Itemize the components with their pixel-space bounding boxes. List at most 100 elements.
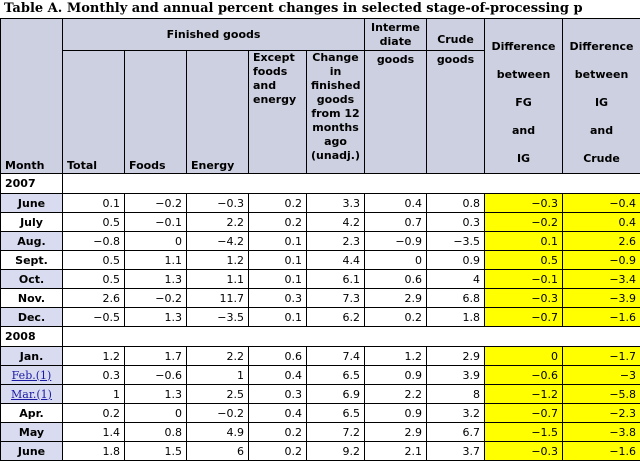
- total-cell: −0.5: [63, 308, 125, 327]
- crude-goods-cell: 4: [427, 270, 485, 289]
- month-cell[interactable]: Feb.(1): [1, 366, 63, 385]
- total-cell: 0.5: [63, 251, 125, 270]
- except-foods-energy-cell: 0.3: [249, 385, 307, 404]
- diff-ig-crude-cell: −0.9: [563, 251, 640, 270]
- diff-ig-crude-cell: −0.4: [563, 194, 640, 213]
- energy-cell: 4.9: [187, 423, 249, 442]
- total-cell: 0.1: [63, 194, 125, 213]
- diff-ig-crude-cell: 2.6: [563, 232, 640, 251]
- header-energy: Energy: [187, 51, 249, 174]
- intermediate-goods-cell: −0.9: [365, 232, 427, 251]
- header-diff-ig-crude-line: IG: [567, 89, 636, 117]
- intermediate-goods-cell: 2.1: [365, 442, 427, 461]
- header-finished-goods: Finished goods: [63, 19, 365, 51]
- month-cell: Sept.: [1, 251, 63, 270]
- month-cell[interactable]: Mar.(1): [1, 385, 63, 404]
- header-month: Month: [1, 19, 63, 174]
- diff-ig-crude-cell: −1.7: [563, 347, 640, 366]
- diff-ig-crude-cell: −1.6: [563, 442, 640, 461]
- intermediate-goods-cell: 1.2: [365, 347, 427, 366]
- month-cell: Jan.: [1, 347, 63, 366]
- foods-cell: −0.2: [125, 289, 187, 308]
- except-foods-energy-cell: 0.2: [249, 213, 307, 232]
- energy-cell: 11.7: [187, 289, 249, 308]
- diff-fg-ig-cell: −0.7: [485, 308, 563, 327]
- year-row: 2008: [1, 327, 640, 347]
- foods-cell: −0.2: [125, 194, 187, 213]
- except-foods-energy-cell: 0.1: [249, 232, 307, 251]
- percent-change-table: Month Finished goods Interme diate Crude…: [0, 18, 640, 461]
- diff-fg-ig-cell: −1.2: [485, 385, 563, 404]
- crude-goods-cell: 2.9: [427, 347, 485, 366]
- change-12-months-cell: 2.3: [307, 232, 365, 251]
- total-cell: 1.8: [63, 442, 125, 461]
- intermediate-goods-cell: 0.2: [365, 308, 427, 327]
- total-cell: −0.8: [63, 232, 125, 251]
- diff-fg-ig-cell: −0.2: [485, 213, 563, 232]
- change-12-months-cell: 4.2: [307, 213, 365, 232]
- energy-cell: −3.5: [187, 308, 249, 327]
- diff-fg-ig-cell: 0: [485, 347, 563, 366]
- diff-ig-crude-cell: −3.4: [563, 270, 640, 289]
- intermediate-goods-cell: 2.2: [365, 385, 427, 404]
- foods-cell: 0: [125, 232, 187, 251]
- diff-fg-ig-cell: 0.5: [485, 251, 563, 270]
- year-row-spacer: [63, 174, 640, 194]
- except-foods-energy-cell: 0.6: [249, 347, 307, 366]
- change-12-months-cell: 6.5: [307, 366, 365, 385]
- total-cell: 1: [63, 385, 125, 404]
- year-label: 2008: [1, 327, 63, 347]
- header-diff-fg-ig-line: and: [489, 117, 558, 145]
- header-foods: Foods: [125, 51, 187, 174]
- intermediate-goods-cell: 0.9: [365, 366, 427, 385]
- foods-cell: 1.5: [125, 442, 187, 461]
- energy-cell: 2.2: [187, 347, 249, 366]
- diff-ig-crude-cell: −2.3: [563, 404, 640, 423]
- foods-cell: 0: [125, 404, 187, 423]
- header-diff-ig-crude: Difference between IG and Crude: [563, 19, 640, 174]
- diff-fg-ig-cell: −0.3: [485, 442, 563, 461]
- header-crude-top: Crude: [427, 19, 485, 51]
- header-crude-bottom: goods: [427, 51, 485, 174]
- change-12-months-cell: 6.1: [307, 270, 365, 289]
- crude-goods-cell: 3.7: [427, 442, 485, 461]
- total-cell: 0.5: [63, 270, 125, 289]
- diff-ig-crude-cell: −1.6: [563, 308, 640, 327]
- year-row: 2007: [1, 174, 640, 194]
- except-foods-energy-cell: 0.4: [249, 404, 307, 423]
- table-title: Table A. Monthly and annual percent chan…: [0, 0, 640, 18]
- energy-cell: 1.1: [187, 270, 249, 289]
- header-diff-fg-ig-line: FG: [489, 89, 558, 117]
- crude-goods-cell: 1.8: [427, 308, 485, 327]
- intermediate-goods-cell: 0.4: [365, 194, 427, 213]
- change-12-months-cell: 6.9: [307, 385, 365, 404]
- change-12-months-cell: 3.3: [307, 194, 365, 213]
- energy-cell: 2.5: [187, 385, 249, 404]
- except-foods-energy-cell: 0.4: [249, 366, 307, 385]
- energy-cell: 2.2: [187, 213, 249, 232]
- total-cell: 0.3: [63, 366, 125, 385]
- header-diff-fg-ig-line: between: [489, 61, 558, 89]
- foods-cell: 1.1: [125, 251, 187, 270]
- crude-goods-cell: 3.2: [427, 404, 485, 423]
- header-total: Total: [63, 51, 125, 174]
- month-footnote-link[interactable]: Mar.(1): [11, 388, 52, 401]
- month-cell: Dec.: [1, 308, 63, 327]
- header-diff-ig-crude-line: Difference: [567, 33, 636, 61]
- header-change-12-months: Change in finished goods from 12 months …: [307, 51, 365, 174]
- foods-cell: 1.3: [125, 308, 187, 327]
- month-footnote-link[interactable]: Feb.(1): [12, 369, 52, 382]
- crude-goods-cell: 8: [427, 385, 485, 404]
- except-foods-energy-cell: 0.2: [249, 194, 307, 213]
- month-cell: Apr.: [1, 404, 63, 423]
- crude-goods-cell: 3.9: [427, 366, 485, 385]
